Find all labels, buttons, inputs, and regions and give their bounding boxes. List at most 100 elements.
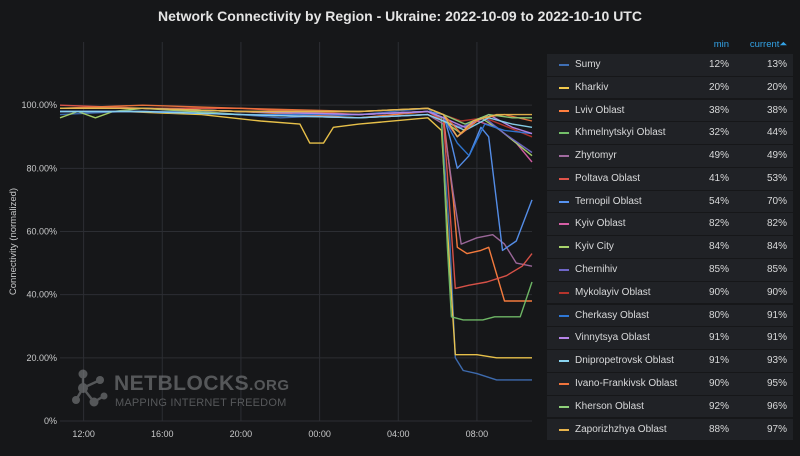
legend-current-value: 70% — [766, 195, 787, 207]
legend-current-value: 20% — [766, 81, 787, 93]
legend-series-name: Zaporizhzhya Oblast — [575, 423, 667, 435]
legend-current-header[interactable]: current⏶ — [749, 39, 787, 50]
legend-item[interactable]: Sumy 12% 13% — [547, 54, 793, 76]
legend-series-name: Kharkiv — [575, 81, 609, 93]
legend-swatch — [559, 405, 569, 408]
legend-current-value: 38% — [766, 104, 787, 116]
legend-series-name: Kherson Oblast — [575, 400, 644, 412]
legend-series-name: Mykolayiv Oblast — [575, 286, 651, 298]
legend-item[interactable]: Ternopil Oblast 54% 70% — [547, 190, 793, 213]
legend-swatch — [559, 86, 569, 89]
legend-swatch — [559, 291, 569, 294]
series-line-1[interactable] — [60, 110, 532, 359]
y-axis-label: Connectivity (normalized) — [8, 188, 19, 295]
legend-item[interactable]: Kharkiv 20% 20% — [547, 76, 793, 99]
legend-swatch — [559, 269, 569, 272]
legend: min current⏶ Sumy 12% 13% Kharkiv 20% 20% Lviv… — [547, 38, 793, 441]
legend-current-value: 82% — [766, 218, 787, 230]
legend-swatch — [559, 246, 569, 249]
y-tick-label: 40.00% — [26, 290, 57, 300]
legend-item[interactable]: Zaporizhzhya Oblast 88% 97% — [547, 418, 793, 441]
legend-item[interactable]: Cherkasy Oblast 80% 91% — [547, 304, 793, 327]
netblocks-logo-icon — [72, 369, 108, 407]
legend-current-value: 49% — [766, 150, 787, 162]
legend-current-value: 44% — [766, 127, 787, 139]
legend-current-value: 85% — [766, 264, 787, 276]
legend-series-name: Cherkasy Oblast — [575, 309, 649, 321]
legend-item[interactable]: Kyiv Oblast 82% 82% — [547, 213, 793, 236]
legend-min-value: 88% — [708, 423, 729, 435]
legend-series-name: Ivano-Frankivsk Oblast — [575, 377, 678, 389]
legend-min-value: 20% — [708, 81, 729, 93]
x-tick-label: 04:00 — [387, 429, 410, 439]
series-line-13[interactable] — [60, 110, 533, 132]
legend-series-name: Ternopil Oblast — [575, 195, 642, 207]
legend-item[interactable]: Chernihiv 85% 85% — [547, 259, 793, 281]
legend-swatch — [559, 200, 569, 203]
legend-series-name: Vinnytsya Oblast — [575, 332, 650, 344]
legend-swatch — [559, 360, 569, 363]
legend-min-value: 38% — [708, 104, 729, 116]
legend-min-value: 41% — [708, 172, 729, 184]
legend-series-name: Zhytomyr — [575, 150, 617, 162]
series-line-4[interactable] — [60, 110, 533, 267]
legend-current-value: 84% — [766, 241, 787, 253]
legend-swatch — [559, 223, 569, 226]
legend-item[interactable]: Kherson Oblast 92% 96% — [547, 395, 793, 418]
legend-series-name: Kyiv City — [575, 241, 614, 253]
legend-item[interactable]: Khmelnytskyi Oblast 32% 44% — [547, 122, 793, 144]
legend-series-name: Lviv Oblast — [575, 104, 625, 116]
legend-current-value: 13% — [766, 59, 787, 70]
legend-swatch — [559, 314, 569, 317]
legend-current-value: 93% — [766, 355, 787, 367]
legend-item[interactable]: Mykolayiv Oblast 90% 90% — [547, 281, 793, 304]
legend-min-value: 91% — [708, 332, 729, 344]
chart-title: Network Connectivity by Region - Ukraine… — [158, 8, 642, 24]
legend-series-name: Kyiv Oblast — [575, 218, 626, 230]
legend-min-value: 32% — [708, 127, 729, 139]
series-line-2[interactable] — [60, 107, 532, 302]
y-tick-label: 60.00% — [26, 227, 57, 237]
legend-min-value: 92% — [708, 400, 729, 412]
legend-series-name: Chernihiv — [575, 264, 618, 276]
legend-series-name: Dnipropetrovsk Oblast — [575, 355, 674, 367]
legend-swatch — [559, 177, 569, 180]
legend-swatch — [559, 132, 569, 135]
x-tick-label: 08:00 — [466, 429, 489, 439]
legend-item[interactable]: Kyiv City 84% 84% — [547, 236, 793, 258]
x-tick-label: 16:00 — [151, 429, 174, 439]
series-line-3[interactable] — [60, 107, 533, 321]
watermark-logo-suffix: .ORG — [249, 377, 290, 394]
legend-swatch — [559, 382, 569, 385]
legend-min-value: 90% — [708, 377, 729, 389]
legend-header: min current⏶ — [547, 38, 793, 54]
legend-min-value: 84% — [708, 241, 729, 253]
legend-min-header[interactable]: min — [713, 39, 729, 50]
y-tick-label: 80.00% — [26, 163, 57, 173]
legend-current-value: 91% — [766, 332, 787, 344]
legend-series-name: Poltava Oblast — [575, 172, 641, 184]
legend-swatch — [559, 155, 569, 158]
legend-series-name: Sumy — [575, 59, 601, 70]
legend-item[interactable]: Vinnytsya Oblast 91% 91% — [547, 327, 793, 349]
series-line-16[interactable] — [60, 107, 532, 138]
legend-item[interactable]: Dnipropetrovsk Oblast 91% 93% — [547, 350, 793, 372]
legend-current-value: 90% — [766, 286, 787, 298]
legend-swatch — [559, 64, 569, 66]
legend-item[interactable]: Lviv Oblast 38% 38% — [547, 99, 793, 122]
legend-item[interactable]: Ivano-Frankivsk Oblast 90% 95% — [547, 372, 793, 395]
legend-item[interactable]: Poltava Oblast 41% 53% — [547, 167, 793, 190]
watermark-logo: NETBLOCKS — [114, 372, 250, 395]
series-line-6[interactable] — [60, 107, 533, 252]
watermark-tagline: MAPPING INTERNET FREEDOM — [115, 397, 287, 409]
y-tick-label: 20.00% — [26, 353, 57, 363]
x-tick-label: 12:00 — [72, 429, 95, 439]
legend-current-value: 95% — [766, 377, 787, 389]
legend-min-value: 54% — [708, 195, 729, 207]
legend-swatch — [559, 337, 569, 340]
y-tick-label: 100.00% — [21, 100, 57, 110]
legend-min-value: 90% — [708, 286, 729, 298]
legend-swatch — [559, 109, 569, 112]
legend-current-value: 91% — [766, 309, 787, 321]
legend-item[interactable]: Zhytomyr 49% 49% — [547, 145, 793, 167]
